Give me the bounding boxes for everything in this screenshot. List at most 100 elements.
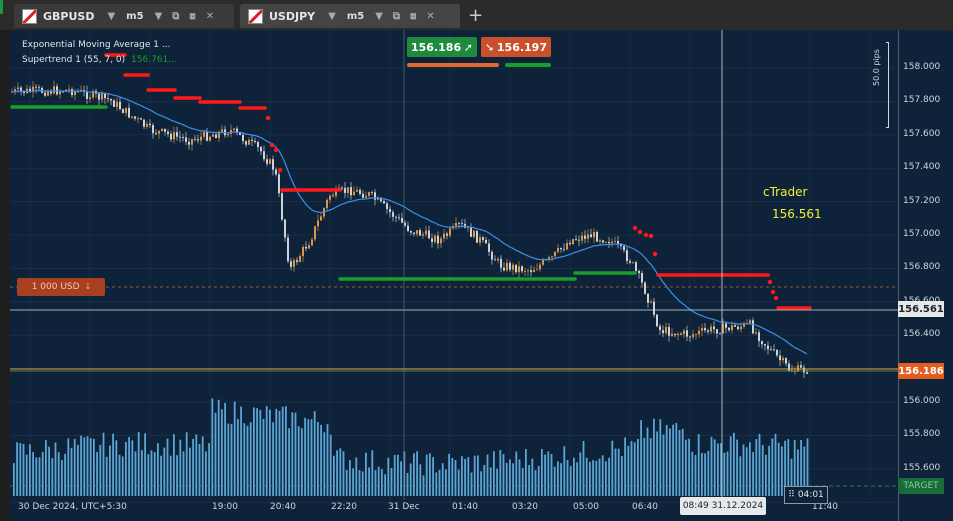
candle-body — [386, 203, 388, 210]
tab-gbpusd[interactable]: GBPUSD ▼ m5 ▼ ⧉ ⧈ ✕ — [14, 4, 234, 28]
price-axis-label: 157.600 — [903, 128, 941, 139]
tab-symbol: USDJPY — [269, 9, 316, 23]
candle-body — [365, 195, 367, 198]
candle-body — [632, 262, 634, 264]
candle-body — [551, 256, 553, 258]
close-icon[interactable]: ✕ — [426, 10, 435, 22]
volume-bar — [163, 447, 166, 496]
chevron-down-icon[interactable]: ▼ — [328, 10, 336, 22]
candle-body — [347, 187, 349, 193]
price-chart[interactable] — [10, 30, 898, 521]
volume-bar — [102, 432, 105, 496]
volume-bar — [262, 418, 265, 496]
volume-bar — [768, 445, 770, 496]
volume-bar — [441, 463, 444, 496]
add-tab-button[interactable]: + — [468, 5, 484, 26]
volume-bar — [13, 463, 15, 496]
volume-bar — [550, 454, 553, 496]
supertrend-dot — [652, 251, 658, 257]
volume-bar — [326, 424, 329, 496]
volume-bar — [80, 435, 82, 496]
time-axis-label: 01:40 — [452, 502, 478, 512]
popout-icon[interactable]: ⧈ — [189, 10, 196, 22]
symbol-flag-icon — [22, 8, 37, 24]
popout-icon[interactable]: ⧈ — [410, 10, 417, 22]
candle-body — [98, 93, 100, 100]
order-size-button[interactable]: 1 000 USD 🡓 — [17, 278, 105, 296]
legend-supertrend[interactable]: Supertrend 1 (55, 7, 0) 156.761... — [22, 55, 177, 65]
supertrend-dot — [770, 289, 776, 295]
candle-body — [164, 128, 166, 132]
volume-bar — [22, 444, 25, 496]
volume-bar — [227, 423, 230, 496]
candle-body — [146, 123, 148, 127]
price-axis[interactable] — [898, 30, 953, 521]
candle-body — [710, 326, 712, 332]
chevron-down-icon[interactable]: ▼ — [375, 10, 383, 22]
chevron-down-icon[interactable]: ▼ — [107, 10, 116, 22]
candle-body — [230, 129, 232, 134]
candle-body — [356, 189, 358, 192]
candle-body — [392, 212, 394, 217]
volume-bar — [256, 408, 258, 496]
candle-body — [566, 243, 568, 250]
candle-body — [485, 239, 487, 244]
volume-bar — [352, 468, 354, 496]
volume-bar — [285, 406, 287, 496]
volume-bar — [477, 455, 479, 496]
candle-body — [578, 239, 580, 241]
candle-body — [518, 266, 520, 273]
candle-body — [125, 107, 127, 114]
timeframe-selector[interactable]: m5 — [346, 10, 365, 22]
candle-body — [662, 330, 664, 334]
detach-icon[interactable]: ⧉ — [392, 10, 401, 22]
candle-body — [656, 314, 658, 327]
sell-button[interactable]: 156.186 ➚ — [407, 37, 477, 57]
timeframe-selector[interactable]: m5 — [126, 10, 144, 22]
supertrend-dot — [269, 142, 275, 148]
candle-body — [410, 231, 412, 233]
time-axis-label: 11:40 — [812, 502, 838, 512]
detach-icon[interactable]: ⧉ — [172, 10, 180, 22]
volume-bar — [451, 457, 454, 496]
candle-body — [587, 234, 589, 239]
candle-body — [788, 363, 790, 371]
volume-bar — [112, 433, 114, 496]
volume-bar — [83, 437, 86, 496]
close-icon[interactable]: ✕ — [205, 10, 215, 22]
candle-body — [395, 216, 397, 218]
tab-usdjpy[interactable]: USDJPY ▼ m5 ▼ ⧉ ⧈ ✕ — [240, 4, 460, 28]
candle-body — [116, 101, 118, 107]
volume-bar — [355, 457, 358, 496]
buy-button[interactable]: ➘ 156.197 — [481, 37, 551, 57]
volume-bar — [77, 444, 79, 496]
volume-bar — [448, 453, 450, 496]
candle-body — [803, 367, 805, 373]
candle-body — [152, 125, 154, 134]
candle-body — [536, 269, 538, 271]
candle-body — [500, 258, 502, 268]
chevron-down-icon[interactable]: ▼ — [154, 10, 163, 22]
candle-body — [143, 119, 145, 127]
candle-body — [794, 371, 796, 373]
time-axis-label: 03:20 — [512, 502, 538, 512]
volume-bar — [717, 443, 719, 496]
candle-body — [56, 86, 58, 95]
volume-bar — [675, 422, 678, 496]
candle-body — [185, 137, 187, 142]
volume-bar — [160, 455, 162, 496]
candle-body — [299, 256, 301, 262]
legend-ema[interactable]: Exponential Moving Average 1 ... — [22, 40, 171, 50]
candle-body — [233, 128, 235, 130]
volume-bar — [797, 449, 799, 496]
candle-body — [458, 223, 460, 224]
volume-bar — [195, 434, 198, 496]
volume-bar — [313, 411, 316, 496]
volume-bar — [649, 438, 652, 496]
candle-body — [326, 199, 328, 209]
volume-bar — [643, 437, 646, 496]
candle-body — [236, 128, 238, 133]
supertrend-dot — [643, 232, 649, 238]
candle-body — [524, 271, 526, 273]
candle-body — [278, 174, 280, 194]
